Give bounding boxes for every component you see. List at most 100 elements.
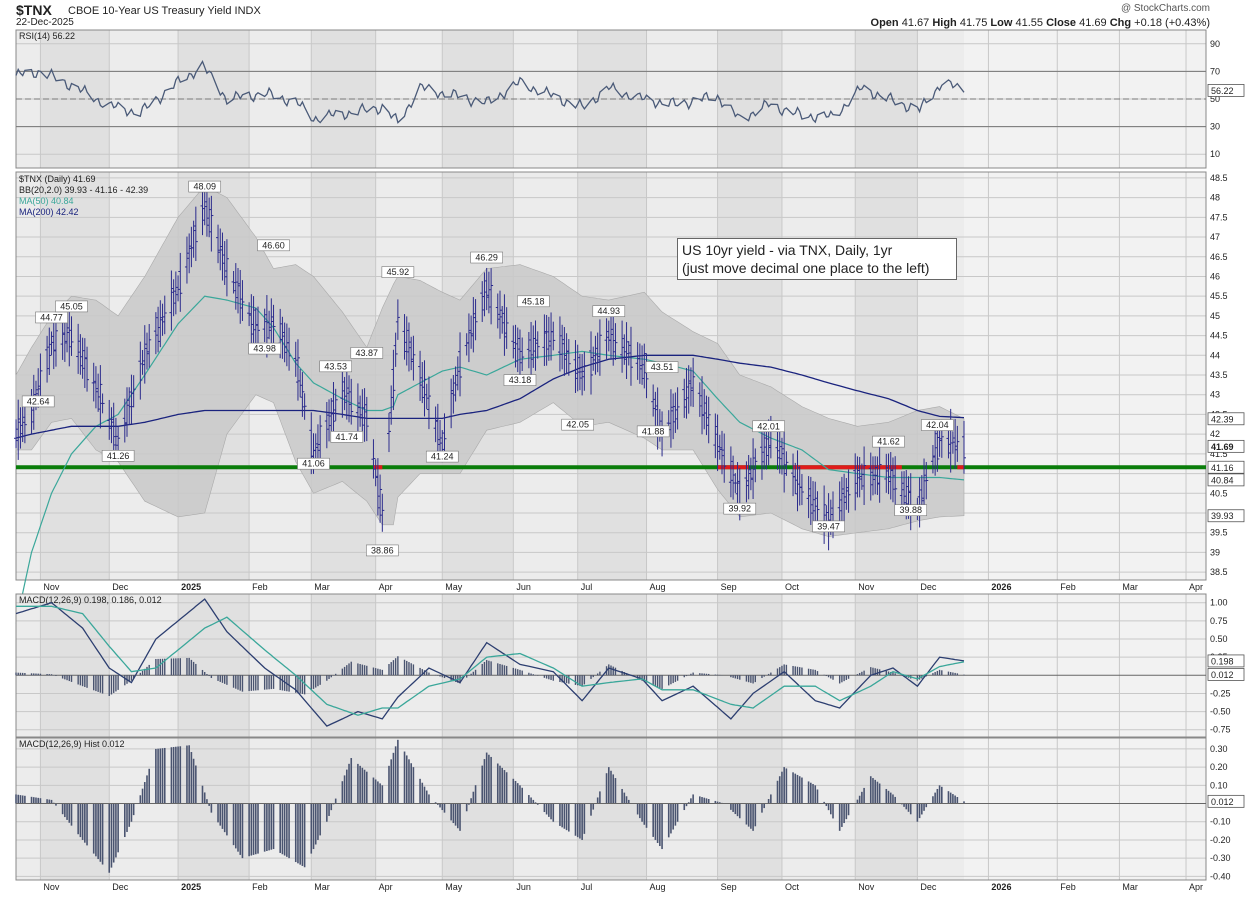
hist-x-label: Jun xyxy=(516,882,531,892)
price-label: 43.87 xyxy=(356,348,379,358)
macd-axis-tag-box xyxy=(1207,654,1245,668)
low-label: Low xyxy=(990,17,1013,29)
macd-axis-tag: 0.012 xyxy=(1211,670,1234,680)
price-label-box xyxy=(470,251,503,264)
price-tick-label: 39 xyxy=(1210,547,1220,557)
high-label: High xyxy=(932,17,957,29)
price-tick-label: 44 xyxy=(1210,350,1220,360)
macd-month-band xyxy=(717,594,782,737)
price-label: 44.93 xyxy=(598,306,621,316)
price-x-label: 2026 xyxy=(991,582,1011,592)
price-label-box xyxy=(723,502,757,515)
annotation-line-2: (just move decimal one place to the left… xyxy=(682,260,930,276)
price-x-label: Dec xyxy=(920,582,937,592)
price-label: 43.51 xyxy=(651,362,674,372)
price-label: 42.01 xyxy=(757,421,780,431)
chg-label: Chg xyxy=(1109,17,1132,29)
price-tick-label: 43 xyxy=(1210,390,1220,400)
macd-tick-label: -0.25 xyxy=(1210,688,1231,698)
price-label: 41.06 xyxy=(302,459,325,469)
hist-x-label: Oct xyxy=(785,882,800,892)
hist-x-label: Mar xyxy=(314,882,330,892)
hist-tick-label: 0.10 xyxy=(1210,780,1228,790)
rsi-legend: RSI(14) 56.22 xyxy=(19,31,75,41)
open-value: 41.67 xyxy=(901,17,930,29)
price-x-label: Dec xyxy=(112,582,129,592)
price-label-box xyxy=(330,431,364,443)
price-x-label: Jul xyxy=(581,582,593,592)
price-label-box xyxy=(503,374,537,386)
hist-x-label: Aug xyxy=(650,882,666,892)
hist-tick-label: -0.40 xyxy=(1210,871,1231,881)
hist-x-label: Feb xyxy=(1060,882,1076,892)
price-tick-label: 48 xyxy=(1210,193,1220,203)
macd-month-band xyxy=(178,594,250,737)
price-tick-label: 39.5 xyxy=(1210,528,1228,538)
price-tick-label: 48.5 xyxy=(1210,173,1228,183)
macd-line xyxy=(15,598,965,727)
chart-header: $TNX CBOE 10-Year US Treasury Yield INDX… xyxy=(0,0,1250,30)
price-x-label: Aug xyxy=(650,582,666,592)
symbol: $TNX xyxy=(16,2,52,18)
hist-tick-label: 0.20 xyxy=(1210,762,1228,772)
price-axis-tag: 40.84 xyxy=(1211,475,1234,485)
price-x-label: Apr xyxy=(1189,582,1203,592)
price-label: 39.47 xyxy=(817,521,840,531)
price-label: 46.29 xyxy=(475,253,498,263)
macd-tick-label: 0.50 xyxy=(1210,634,1228,644)
price-x-label: Nov xyxy=(858,582,875,592)
price-axis-tag: 39.93 xyxy=(1211,511,1234,521)
price-label: 42.05 xyxy=(566,420,589,430)
price-label: 41.62 xyxy=(877,437,900,447)
price-tick-label: 46.5 xyxy=(1210,252,1228,262)
rsi-last-tag: 56.22 xyxy=(1211,86,1234,96)
price-label-box xyxy=(188,180,222,193)
price-label: 45.92 xyxy=(387,267,410,277)
price-x-label: Mar xyxy=(1122,582,1138,592)
price-axis-tag: 41.69 xyxy=(1211,442,1234,452)
rsi-tick-label: 10 xyxy=(1210,149,1220,159)
macd-frame xyxy=(15,593,1207,738)
price-label-box xyxy=(561,418,594,431)
price-label: 39.92 xyxy=(729,504,752,514)
price-label-box xyxy=(894,504,928,517)
price-label: 38.86 xyxy=(371,545,394,555)
price-label: 39.88 xyxy=(899,505,922,515)
hist-month-band xyxy=(311,738,376,880)
hist-month-band xyxy=(577,738,647,880)
price-axis-tag: 41.16 xyxy=(1211,463,1234,473)
price-tick-label: 46 xyxy=(1210,271,1220,281)
macd-tick-label: 1.00 xyxy=(1210,598,1228,608)
hist-frame xyxy=(15,737,1207,881)
hist-x-label: Sep xyxy=(721,882,737,892)
high-value: 41.75 xyxy=(959,17,988,29)
macd-month-band xyxy=(442,594,514,737)
hist-tick-label: -0.10 xyxy=(1210,817,1231,827)
hist-x-label: Apr xyxy=(379,882,393,892)
hist-axis-tag: 0.012 xyxy=(1211,797,1234,807)
price-label-box xyxy=(350,347,384,359)
price-label: 41.74 xyxy=(336,432,359,442)
price-tick-label: 47 xyxy=(1210,232,1220,242)
price-legend-2: MA(50) 40.84 xyxy=(19,196,74,206)
price-label: 42.04 xyxy=(926,420,949,430)
price-axis-tag-box xyxy=(1207,509,1245,523)
chart-date: 22-Dec-2025 xyxy=(16,17,74,28)
price-label-box xyxy=(248,342,281,355)
price-x-label: Nov xyxy=(43,582,60,592)
price-tick-label: 38.5 xyxy=(1210,567,1228,577)
price-axis-tag-box xyxy=(1207,412,1245,426)
close-value: 41.69 xyxy=(1079,17,1107,29)
macd-month-band xyxy=(40,594,110,737)
price-tick-label: 43.5 xyxy=(1210,370,1228,380)
price-label-box xyxy=(381,266,415,278)
hist-x-label: Mar xyxy=(1122,882,1138,892)
hist-tick-label: 0.30 xyxy=(1210,744,1228,754)
price-label-box xyxy=(645,361,679,373)
low-value: 41.55 xyxy=(1015,17,1044,29)
macd-month-band xyxy=(855,594,918,737)
ohlc-readout: Open 41.67 High 41.75 Low 41.55 Close 41… xyxy=(871,17,1210,29)
price-label: 42.64 xyxy=(27,396,50,406)
price-tick-label: 40.5 xyxy=(1210,488,1228,498)
